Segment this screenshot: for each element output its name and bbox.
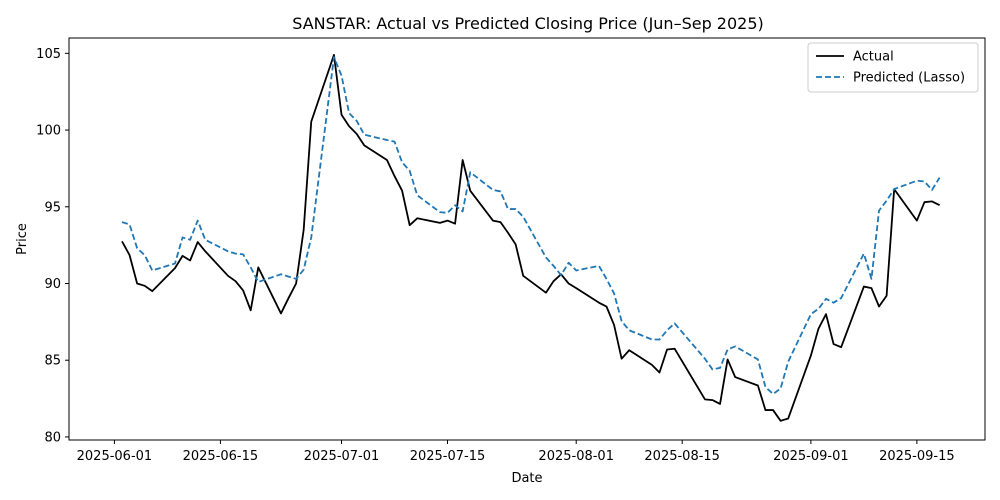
x-tick-label: 2025-08-15 <box>644 449 720 464</box>
chart-title: SANSTAR: Actual vs Predicted Closing Pri… <box>292 14 764 33</box>
plot-area: 2025-06-01 2025-06-15 2025-07-01 2025-07-15… <box>36 37 986 464</box>
y-tick-label: 105 <box>36 47 61 62</box>
x-tick-label: 2025-08-01 <box>538 449 614 464</box>
y-axis: 80 85 90 95 100 105 <box>36 47 69 445</box>
axes-frame <box>68 37 986 441</box>
x-tick-label: 2025-06-15 <box>183 449 259 464</box>
x-axis-label: Date <box>511 471 542 486</box>
legend-label: Predicted (Lasso) <box>853 71 965 86</box>
legend-items: Actual Predicted (Lasso) <box>816 50 965 86</box>
y-tick-label: 85 <box>44 354 61 369</box>
legend: Actual Predicted (Lasso) <box>807 42 979 93</box>
series-line-actual <box>121 53 940 422</box>
x-tick-label: 2025-06-01 <box>77 449 153 464</box>
y-tick-label: 95 <box>44 200 61 215</box>
x-tick-label: 2025-09-01 <box>773 449 849 464</box>
x-axis: 2025-06-01 2025-06-15 2025-07-01 2025-07-15… <box>77 440 955 464</box>
y-tick-label: 80 <box>44 430 61 445</box>
legend-label: Actual <box>853 50 894 65</box>
x-tick-label: 2025-07-01 <box>304 449 380 464</box>
series-layer <box>121 53 941 422</box>
x-tick-label: 2025-09-15 <box>879 449 955 464</box>
legend-frame <box>807 42 979 93</box>
series-line-predicted <box>121 56 941 395</box>
plot-background <box>69 38 985 440</box>
x-tick-label: 2025-07-15 <box>410 449 486 464</box>
y-axis-label: Price <box>15 223 30 255</box>
y-tick-label: 90 <box>44 277 61 292</box>
y-tick-label: 100 <box>36 124 61 139</box>
